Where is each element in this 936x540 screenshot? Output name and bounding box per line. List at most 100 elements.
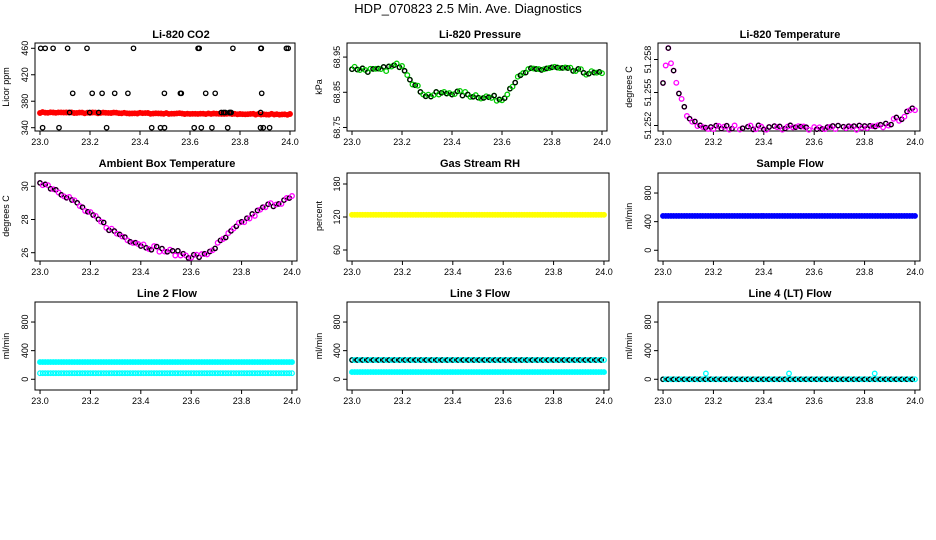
data-point-primary: [410, 357, 416, 363]
y-axis-label: ml/min: [314, 333, 324, 360]
data-point-primary: [731, 122, 738, 129]
data-point-secondary: [71, 370, 78, 377]
plot-frame: [346, 42, 608, 132]
data-point-secondary: [257, 370, 264, 377]
data-point-primary: [546, 65, 553, 71]
data-point-overlay: [577, 357, 583, 363]
data-point-primary: [129, 239, 136, 246]
data-point-secondary: [198, 370, 205, 377]
x-tick-label: 23.2: [705, 267, 723, 277]
data-point-secondary: [82, 370, 89, 377]
data-point-primary: [372, 357, 379, 363]
data-point-overlay: [487, 357, 493, 363]
data-point-primary: [394, 357, 401, 363]
data-point-primary: [590, 357, 597, 363]
data-point-secondary: [103, 370, 110, 377]
data-point-primary: [805, 126, 812, 133]
data-point-primary: [694, 123, 701, 130]
data-point-primary: [715, 376, 722, 383]
data-point-primary: [383, 357, 390, 363]
data-point-overlay: [845, 123, 852, 129]
data-point-overlay: [898, 376, 905, 383]
x-tick-label: 23.0: [654, 396, 672, 406]
data-point-overlay: [359, 357, 366, 363]
data-point-secondary: [212, 370, 219, 377]
data-point-overlay: [723, 376, 730, 383]
data-point-secondary: [289, 370, 295, 377]
data-point-overlay: [692, 376, 698, 383]
data-point-overlay: [851, 376, 857, 383]
data-point-primary: [699, 376, 706, 383]
data-point-secondary: [132, 370, 139, 377]
data-point-primary: [82, 207, 89, 214]
data-point-primary: [774, 124, 781, 131]
data-point-secondary: [137, 370, 144, 377]
y-tick-label: 0: [643, 248, 653, 253]
x-tick-label: 23.6: [805, 267, 823, 277]
data-point-primary: [509, 83, 516, 90]
data-point-overlay: [782, 376, 788, 383]
data-point-overlay: [434, 357, 440, 363]
data-point-overlay: [386, 63, 392, 70]
x-tick-label: 23.4: [755, 396, 773, 406]
data-point-overlay: [491, 92, 497, 99]
x-tick-label: 23.6: [805, 137, 823, 147]
x-tick-label: 24.0: [283, 267, 301, 277]
data-point-primary: [553, 357, 560, 363]
data-point-secondary: [266, 124, 273, 131]
data-point-overlay: [528, 65, 534, 71]
data-point-overlay: [755, 376, 762, 383]
data-point-overlay: [819, 126, 825, 132]
data-point-overlay: [148, 247, 155, 253]
data-point-primary: [662, 62, 669, 69]
x-tick-label: 23.6: [494, 267, 512, 277]
data-point-secondary: [37, 45, 44, 52]
data-point-primary: [526, 357, 533, 363]
data-point-secondary: [273, 370, 280, 377]
data-point-secondary: [209, 124, 215, 131]
data-point-overlay: [830, 376, 836, 383]
data-point-overlay: [153, 243, 160, 250]
data-point-overlay: [670, 67, 677, 74]
data-point-primary: [869, 376, 876, 383]
data-point-overlay: [587, 357, 594, 363]
data-point-primary: [736, 376, 743, 383]
data-point-primary: [595, 357, 602, 363]
data-point-secondary: [198, 124, 205, 131]
data-point-primary: [556, 65, 563, 72]
data-points: [660, 370, 918, 383]
data-point-primary: [473, 357, 480, 363]
data-point-overlay: [692, 118, 698, 125]
data-point-overlay: [798, 123, 804, 130]
data-point-overlay: [665, 376, 672, 383]
data-point-secondary: [145, 370, 152, 377]
data-point-overlay: [459, 92, 466, 99]
data-point-overlay: [513, 357, 520, 363]
data-point-secondary: [68, 370, 75, 377]
data-point-primary: [535, 66, 542, 73]
data-point-overlay: [776, 376, 783, 383]
data-point-overlay: [851, 123, 857, 129]
data-point-secondary: [37, 370, 43, 377]
y-ticks: 0 400 800: [332, 315, 347, 382]
data-point-overlay: [739, 376, 746, 383]
data-point-overlay: [407, 76, 413, 83]
x-tick-label: 24.0: [595, 396, 613, 406]
plot-frame: [34, 172, 298, 262]
x-ticks: 23.0 23.2 23.4 23.6 23.8 24.0: [343, 261, 613, 277]
data-point-secondary: [206, 370, 213, 377]
x-tick-label: 23.6: [182, 267, 200, 277]
data-point-secondary: [246, 370, 253, 377]
x-ticks: 23.0 23.2 23.4 23.6 23.8 24.0: [31, 390, 301, 406]
data-point-primary: [467, 93, 474, 100]
data-point-overlay: [739, 125, 746, 131]
data-point-primary: [901, 113, 908, 120]
data-point-secondary: [601, 369, 607, 376]
data-point-primary: [699, 124, 706, 131]
x-tick-label: 23.8: [856, 137, 874, 147]
data-point-overlay: [439, 357, 445, 363]
data-point-primary: [483, 93, 490, 100]
data-point-overlay: [566, 357, 573, 363]
x-tick-label: 23.2: [82, 267, 100, 277]
data-point-secondary: [50, 370, 57, 377]
